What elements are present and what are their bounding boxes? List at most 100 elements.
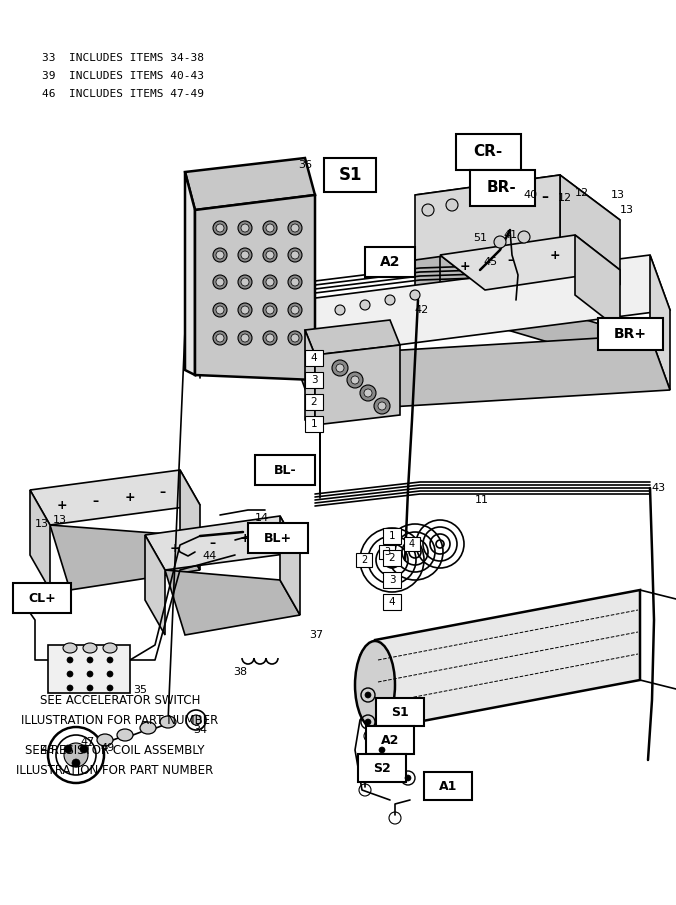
Circle shape bbox=[266, 251, 274, 259]
Circle shape bbox=[288, 248, 302, 262]
Bar bbox=[598, 318, 662, 350]
Circle shape bbox=[87, 671, 93, 677]
Text: SEE ACCELERATOR SWITCH: SEE ACCELERATOR SWITCH bbox=[40, 693, 200, 707]
Polygon shape bbox=[415, 240, 620, 310]
Bar bbox=[248, 523, 308, 553]
Polygon shape bbox=[375, 590, 640, 730]
Bar bbox=[13, 583, 71, 613]
Text: 3: 3 bbox=[389, 575, 395, 585]
Circle shape bbox=[288, 275, 302, 289]
Text: +: + bbox=[550, 249, 560, 262]
Text: 4: 4 bbox=[409, 539, 415, 549]
Text: 1: 1 bbox=[311, 419, 317, 429]
Circle shape bbox=[67, 671, 73, 677]
Text: ILLUSTRATION FOR PART NUMBER: ILLUSTRATION FOR PART NUMBER bbox=[22, 713, 218, 727]
Text: +: + bbox=[240, 531, 250, 545]
Polygon shape bbox=[280, 516, 300, 615]
Text: CL+: CL+ bbox=[28, 592, 56, 605]
Text: 43: 43 bbox=[651, 483, 665, 493]
Polygon shape bbox=[575, 235, 620, 330]
Circle shape bbox=[241, 306, 249, 314]
Ellipse shape bbox=[160, 716, 176, 728]
Text: 39  INCLUDES ITEMS 40-43: 39 INCLUDES ITEMS 40-43 bbox=[42, 71, 204, 81]
Circle shape bbox=[336, 364, 344, 372]
Text: 45: 45 bbox=[483, 257, 497, 267]
Text: –: – bbox=[507, 253, 513, 266]
Circle shape bbox=[238, 331, 252, 345]
Polygon shape bbox=[320, 335, 670, 410]
Circle shape bbox=[291, 334, 299, 342]
Circle shape bbox=[379, 747, 385, 753]
Polygon shape bbox=[315, 345, 400, 425]
Circle shape bbox=[64, 745, 72, 753]
Circle shape bbox=[263, 275, 277, 289]
Ellipse shape bbox=[140, 722, 156, 734]
Polygon shape bbox=[440, 255, 620, 350]
Polygon shape bbox=[185, 158, 315, 210]
Bar bbox=[376, 698, 424, 726]
Text: CR-: CR- bbox=[473, 145, 503, 159]
Text: 49: 49 bbox=[101, 743, 115, 753]
Text: SEE RESISTOR COIL ASSEMBLY: SEE RESISTOR COIL ASSEMBLY bbox=[25, 744, 205, 757]
Circle shape bbox=[216, 224, 224, 232]
Text: –: – bbox=[541, 190, 548, 204]
Text: 2: 2 bbox=[361, 555, 367, 565]
Polygon shape bbox=[145, 535, 165, 635]
Circle shape bbox=[263, 221, 277, 235]
Circle shape bbox=[288, 221, 302, 235]
Circle shape bbox=[470, 194, 482, 206]
Circle shape bbox=[365, 719, 371, 725]
Text: A1: A1 bbox=[439, 779, 457, 793]
Polygon shape bbox=[185, 172, 195, 375]
Circle shape bbox=[291, 224, 299, 232]
Text: 12: 12 bbox=[558, 193, 572, 203]
Polygon shape bbox=[165, 570, 300, 635]
Circle shape bbox=[494, 236, 506, 248]
Circle shape bbox=[241, 251, 249, 259]
Bar bbox=[383, 572, 401, 588]
Text: 38: 38 bbox=[233, 667, 247, 677]
Circle shape bbox=[422, 204, 434, 216]
Text: 2: 2 bbox=[311, 397, 317, 407]
Bar bbox=[383, 550, 401, 566]
Bar bbox=[305, 372, 323, 388]
Circle shape bbox=[107, 671, 113, 677]
Circle shape bbox=[107, 685, 113, 691]
Text: BL+: BL+ bbox=[264, 531, 292, 545]
Text: +: + bbox=[494, 195, 506, 209]
Text: +: + bbox=[57, 499, 68, 511]
Text: –: – bbox=[159, 485, 165, 499]
Circle shape bbox=[405, 775, 411, 781]
Circle shape bbox=[332, 360, 348, 376]
Ellipse shape bbox=[117, 729, 133, 741]
Circle shape bbox=[238, 275, 252, 289]
Circle shape bbox=[191, 715, 201, 725]
Circle shape bbox=[213, 221, 227, 235]
Circle shape bbox=[87, 657, 93, 663]
Text: S1: S1 bbox=[338, 166, 362, 184]
Circle shape bbox=[291, 251, 299, 259]
Text: –: – bbox=[209, 537, 215, 549]
Bar bbox=[324, 158, 376, 192]
Text: 37: 37 bbox=[309, 630, 323, 640]
Circle shape bbox=[347, 372, 363, 388]
Circle shape bbox=[266, 278, 274, 286]
Circle shape bbox=[263, 331, 277, 345]
Bar bbox=[305, 350, 323, 366]
Polygon shape bbox=[560, 175, 620, 285]
Text: 11: 11 bbox=[475, 495, 489, 505]
Circle shape bbox=[213, 248, 227, 262]
Circle shape bbox=[67, 657, 73, 663]
Text: 13: 13 bbox=[35, 519, 49, 529]
Circle shape bbox=[266, 334, 274, 342]
Polygon shape bbox=[415, 175, 560, 260]
Bar bbox=[255, 455, 315, 485]
Circle shape bbox=[288, 303, 302, 317]
Text: 51: 51 bbox=[473, 233, 487, 243]
Circle shape bbox=[216, 251, 224, 259]
Bar bbox=[470, 170, 535, 206]
Circle shape bbox=[351, 376, 359, 384]
Circle shape bbox=[238, 248, 252, 262]
Ellipse shape bbox=[355, 641, 395, 729]
Text: 13: 13 bbox=[53, 515, 67, 525]
